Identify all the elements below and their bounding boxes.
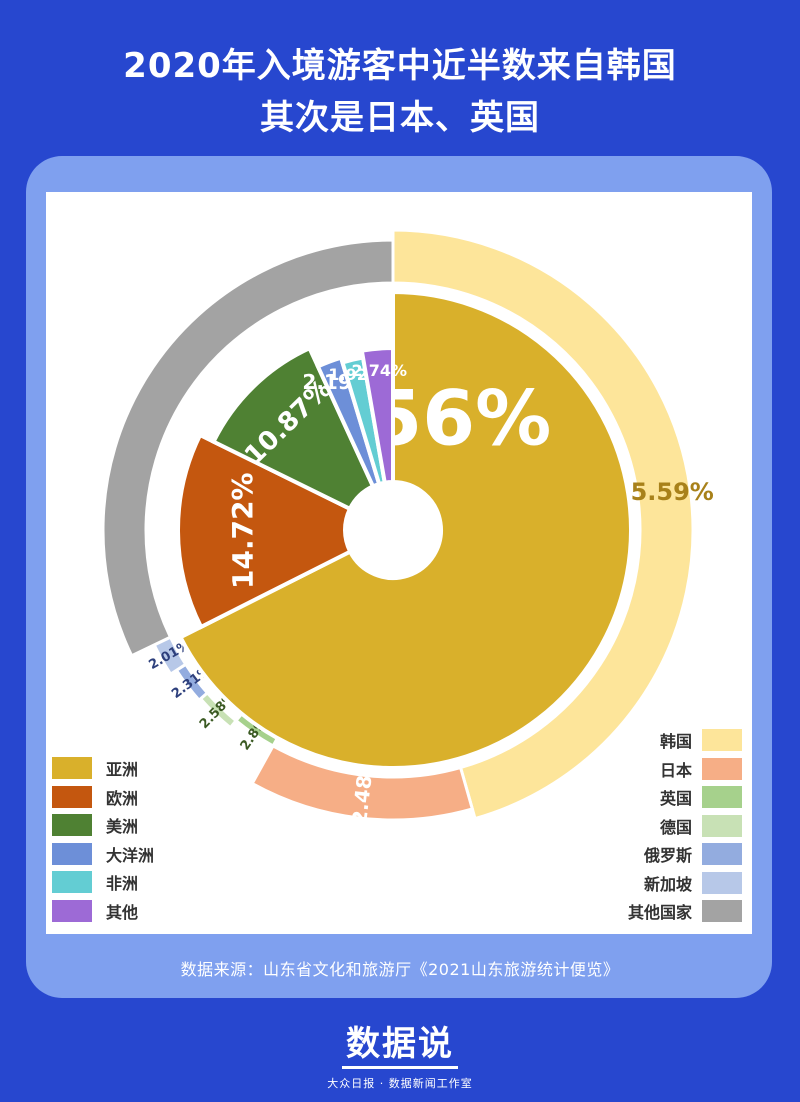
legend-continent-label: 美洲 bbox=[106, 817, 139, 837]
donut-hole bbox=[345, 482, 441, 578]
legend-continent-item: 非洲 bbox=[52, 868, 154, 897]
legend-country-swatch bbox=[702, 757, 742, 780]
brand-logo: 数据说 bbox=[342, 1022, 458, 1069]
legend-continent-label: 欧洲 bbox=[106, 788, 139, 808]
legend-country-item: 俄罗斯 bbox=[596, 840, 742, 869]
legend-country-label: 韩国 bbox=[659, 732, 692, 752]
legend-continent-label: 大洋洲 bbox=[106, 845, 155, 865]
title-line-2: 其次是日本、英国 bbox=[260, 98, 540, 138]
legend-country-label: 新加坡 bbox=[643, 874, 692, 894]
legend-country-swatch bbox=[702, 729, 742, 752]
legend-country-item: 新加坡 bbox=[596, 869, 742, 898]
legend-continent-label: 其他 bbox=[106, 902, 139, 922]
legend-continent-swatch bbox=[52, 814, 92, 837]
inner-label-2: 14.72% bbox=[226, 472, 260, 589]
legend-continent-swatch bbox=[52, 785, 92, 808]
inner-label-6: 2.74% bbox=[351, 361, 407, 380]
legend-country-item: 英国 bbox=[596, 783, 742, 812]
legend-country-swatch bbox=[702, 843, 742, 866]
legend-continent-item: 其他 bbox=[52, 897, 154, 926]
page-title: 2020年入境游客中近半数来自韩国 其次是日本、英国 bbox=[0, 40, 800, 144]
legend-continents: 亚洲欧洲美洲大洋洲非洲其他 bbox=[52, 754, 154, 925]
legend-continent-swatch bbox=[52, 871, 92, 894]
donut-chart: 45.59%12.48%2.89%2.58%2.31%2.01%67.56%14… bbox=[101, 228, 714, 839]
legend-continent-item: 美洲 bbox=[52, 811, 154, 840]
legend-continent-label: 亚洲 bbox=[106, 760, 139, 780]
legend-continent-swatch bbox=[52, 757, 92, 780]
legend-continent-item: 亚洲 bbox=[52, 754, 154, 783]
legend-country-swatch bbox=[702, 871, 742, 894]
legend-country-label: 日本 bbox=[659, 760, 692, 780]
legend-continent-swatch bbox=[52, 842, 92, 865]
outer-ring: 45.59%12.48%2.89%2.58%2.31%2.01% bbox=[101, 228, 714, 839]
legend-country-label: 其他国家 bbox=[627, 903, 692, 923]
legend-country-swatch bbox=[702, 786, 742, 809]
legend-country-label: 英国 bbox=[659, 789, 692, 809]
title-line-1: 2020年入境游客中近半数来自韩国 bbox=[123, 46, 677, 86]
legend-country-item: 德国 bbox=[596, 812, 742, 841]
legend-countries: 韩国日本英国德国俄罗斯新加坡其他国家 bbox=[596, 726, 742, 926]
legend-country-item: 其他国家 bbox=[596, 897, 742, 926]
inner-ring: 67.56%14.72%10.87%2.19%1.92%2.74% bbox=[176, 289, 633, 770]
legend-country-item: 韩国 bbox=[596, 726, 742, 755]
brand-subtitle: 大众日报 · 数据新闻工作室 bbox=[327, 1077, 473, 1090]
legend-continent-item: 大洋洲 bbox=[52, 840, 154, 869]
legend-country-item: 日本 bbox=[596, 755, 742, 784]
data-source: 数据来源：山东省文化和旅游厅《2021山东旅游统计便览》 bbox=[180, 960, 620, 979]
brand: 数据说 大众日报 · 数据新闻工作室 bbox=[0, 1022, 800, 1091]
outer-slice-1 bbox=[391, 228, 695, 821]
outer-slice-2 bbox=[250, 743, 475, 822]
legend-continent-swatch bbox=[52, 899, 92, 922]
legend-continent-item: 欧洲 bbox=[52, 783, 154, 812]
legend-country-swatch bbox=[702, 814, 742, 837]
legend-country-swatch bbox=[702, 900, 742, 923]
legend-country-label: 德国 bbox=[659, 817, 692, 837]
legend-country-label: 俄罗斯 bbox=[643, 846, 692, 866]
outer-slice-7 bbox=[101, 238, 395, 658]
legend-continent-label: 非洲 bbox=[106, 874, 139, 894]
